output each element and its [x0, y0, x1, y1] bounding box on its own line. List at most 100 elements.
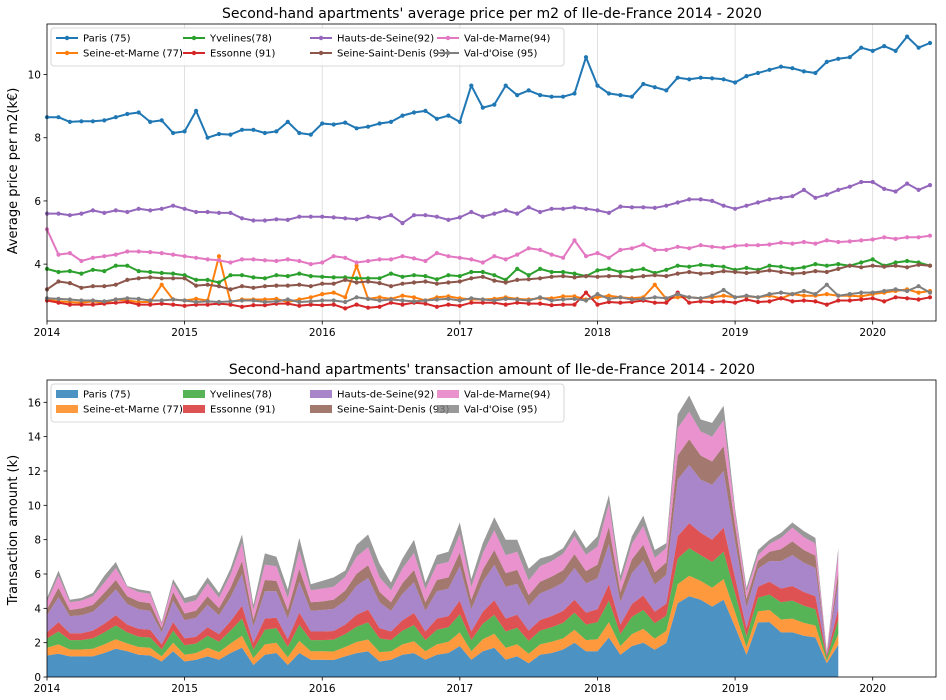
data-point — [171, 130, 176, 136]
data-point — [503, 208, 508, 213]
data-point — [56, 211, 61, 216]
data-point — [606, 296, 612, 301]
data-point — [618, 204, 623, 209]
area-chart-x-axis: 2014 2015 2016 2017 2018 2019 2020 — [34, 677, 886, 695]
data-point — [102, 284, 107, 289]
data-point — [446, 254, 451, 259]
data-point — [102, 299, 107, 304]
data-point — [870, 48, 875, 54]
data-point — [216, 258, 222, 263]
data-point — [469, 257, 474, 262]
data-point — [836, 187, 841, 192]
data-point — [687, 264, 692, 269]
data-point — [480, 260, 485, 265]
data-point — [767, 292, 772, 297]
data-point — [687, 197, 692, 202]
data-point — [297, 271, 302, 276]
data-point — [503, 83, 508, 88]
data-point — [606, 210, 612, 215]
data-point — [824, 238, 829, 243]
data-point — [366, 276, 371, 281]
data-point — [400, 293, 405, 298]
series-line — [47, 181, 931, 225]
area-chart-title: Second-hand apartments' transaction amou… — [229, 362, 755, 378]
data-point — [239, 127, 245, 132]
data-point — [297, 214, 302, 219]
legend-swatch — [183, 405, 205, 413]
data-point — [893, 48, 898, 54]
data-point — [423, 108, 428, 113]
data-point — [228, 273, 233, 278]
data-point — [148, 208, 153, 213]
data-point — [308, 132, 313, 137]
data-point — [274, 258, 279, 264]
data-point — [538, 93, 543, 98]
data-point — [205, 302, 210, 307]
data-point — [492, 278, 497, 283]
legend-swatch — [437, 390, 459, 398]
data-point — [159, 301, 164, 306]
data-point — [159, 270, 164, 276]
data-point — [446, 273, 451, 278]
data-point — [400, 298, 405, 303]
data-point — [102, 118, 107, 123]
data-point — [664, 247, 669, 252]
data-point — [377, 298, 382, 303]
data-point — [882, 235, 887, 240]
data-point — [159, 282, 164, 287]
data-point — [698, 271, 703, 276]
data-point — [79, 271, 84, 276]
legend-item-seine-saint-denis-93: Seine-Saint-Denis (93) — [310, 49, 449, 60]
data-point — [434, 214, 439, 219]
data-point — [664, 88, 669, 93]
data-point — [251, 127, 256, 132]
data-point — [171, 302, 176, 307]
data-point — [205, 282, 210, 287]
legend-item-hauts-de-seine-92: Hauts-de-Seine(92) — [310, 390, 434, 401]
data-point — [836, 56, 841, 61]
data-point — [526, 273, 531, 278]
data-point — [469, 276, 474, 281]
data-point — [503, 280, 508, 285]
data-point — [675, 244, 680, 249]
data-point — [549, 94, 554, 99]
data-point — [148, 298, 153, 303]
data-point — [56, 300, 61, 305]
data-point — [882, 186, 887, 191]
data-point — [400, 302, 405, 307]
data-point — [67, 302, 72, 307]
data-point — [366, 296, 371, 301]
data-point — [102, 254, 107, 259]
data-point — [801, 298, 807, 303]
data-point — [824, 302, 829, 307]
data-point — [927, 40, 933, 46]
data-point — [526, 246, 531, 251]
data-point — [343, 299, 348, 305]
data-point — [687, 77, 692, 82]
legend-item-hauts-de-seine-92: Hauts-de-Seine(92) — [310, 34, 434, 45]
legend-label: Paris (75) — [83, 390, 131, 401]
data-point — [148, 275, 153, 280]
legend-label: Seine-et-Marne (77) — [83, 405, 183, 416]
data-point — [916, 262, 921, 267]
data-point — [125, 296, 130, 301]
area-seine-et-marne-77 — [47, 575, 839, 665]
data-point — [733, 80, 738, 85]
data-point — [870, 263, 875, 268]
data-point — [274, 299, 279, 304]
data-point — [882, 44, 887, 49]
data-point — [572, 205, 577, 210]
data-point — [411, 280, 417, 285]
data-point — [526, 205, 531, 210]
data-point — [159, 298, 164, 303]
data-point — [331, 302, 336, 307]
data-point — [469, 296, 474, 301]
legend-label: Essonne (91) — [210, 405, 275, 416]
data-point — [801, 69, 807, 74]
legend-item-paris-75: Paris (75) — [56, 34, 131, 45]
data-point — [687, 300, 692, 305]
data-point — [813, 241, 818, 246]
legend-item-val-d-oise-95: Val-d'Oise (95) — [437, 405, 537, 416]
data-point — [90, 284, 95, 289]
data-point — [927, 295, 933, 300]
